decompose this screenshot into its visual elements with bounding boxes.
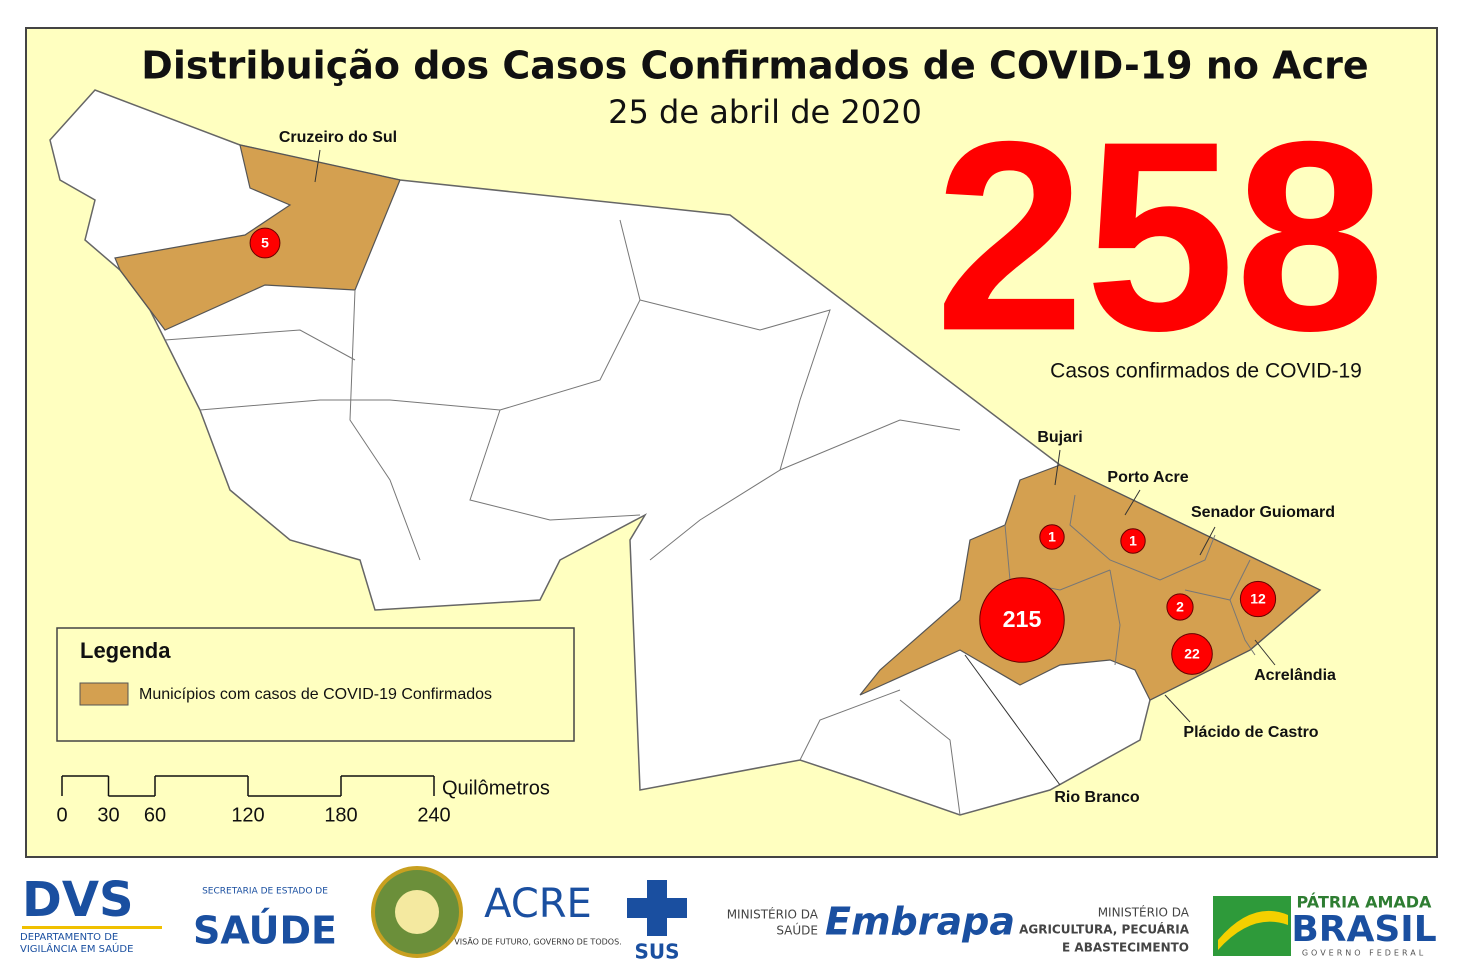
leader-line [1254, 639, 1276, 666]
municipality-name: Senador Guiomard [1191, 504, 1335, 521]
dvs-subtitle: DEPARTAMENTO DE VIGILÂNCIA EM SAÚDE [20, 932, 134, 955]
acre-name: ACRE [484, 881, 592, 927]
case-count: 12 [1250, 591, 1266, 607]
leader-line [964, 654, 1061, 786]
title: Distribuição dos Casos Confirmados de CO… [141, 44, 1368, 88]
ms-line1: MINISTÉRIO DA [727, 907, 819, 922]
embrapa-name: Embrapa [825, 900, 1015, 944]
dvs-bar [22, 926, 162, 929]
legend-swatch [79, 682, 129, 706]
case-circle [249, 227, 281, 259]
sus-cross [627, 880, 687, 936]
leader-line [1199, 526, 1216, 556]
leader-line [1164, 694, 1191, 723]
ms-line2: SAÚDE [776, 923, 818, 938]
mapa-line1: MINISTÉRIO DA [1098, 905, 1190, 920]
date: 25 de abril de 2020 [608, 93, 922, 131]
legend-title: Legenda [80, 638, 171, 663]
case-count: 22 [1184, 646, 1200, 662]
case-count: 215 [1003, 606, 1042, 632]
internal-borders [164, 219, 1256, 816]
case-circle [1120, 528, 1146, 554]
footer-logos: DVS DEPARTAMENTO DE VIGILÂNCIA EM SAÚDE … [20, 866, 1437, 964]
municipality-name: Plácido de Castro [1183, 724, 1318, 741]
scale-unit: Quilômetros [442, 777, 550, 799]
total-label: Casos confirmados de COVID-19 [1050, 360, 1362, 383]
leader-line [1054, 449, 1061, 486]
legend-box [56, 627, 575, 742]
municipality-name: Acrelândia [1254, 667, 1336, 684]
municipality-name: Bujari [1037, 429, 1082, 446]
case-circle [1039, 524, 1065, 550]
leader-line [1124, 489, 1141, 516]
scale-tick-label: 120 [231, 804, 264, 826]
leader-line [314, 149, 321, 183]
municipality-name: Cruzeiro do Sul [279, 129, 397, 146]
case-circle [1239, 580, 1277, 618]
dvs-logo: DVS [22, 872, 134, 928]
case-circle [1166, 593, 1194, 621]
case-count: 5 [261, 235, 269, 251]
legend-item: Municípios com casos de COVID-19 Confirm… [139, 686, 492, 703]
brasil-flag-stripe [1218, 910, 1288, 950]
scale-tick-label: 30 [97, 804, 119, 826]
municipality-name: Porto Acre [1107, 469, 1188, 486]
municipality-name: Rio Branco [1054, 789, 1140, 806]
dvs-sub-wrap: DEPARTAMENTO DE VIGILÂNCIA EM SAÚDE [20, 932, 134, 955]
mapa-line2: AGRICULTURA, PECUÁRIA [1019, 922, 1190, 937]
case-count: 1 [1129, 533, 1137, 549]
scale-tick-label: 0 [56, 804, 67, 826]
case-circle [979, 577, 1065, 663]
scale-tick-label: 180 [324, 804, 357, 826]
acre-slogan: VISÃO DE FUTURO, GOVERNO DE TODOS. [454, 937, 621, 947]
case-circle [1171, 633, 1213, 675]
total-cases: 258 [935, 86, 1385, 387]
ses-name: SAÚDE [193, 909, 337, 953]
case-count: 2 [1176, 599, 1184, 615]
scale-tick-label: 240 [417, 804, 450, 826]
brasil-bottom: GOVERNO FEDERAL [1302, 949, 1426, 958]
ses-top: SECRETARIA DE ESTADO DE [202, 887, 328, 897]
brasil-top: PÁTRIA AMADA [1297, 893, 1433, 912]
mapa-line3: E ABASTECIMENTO [1062, 941, 1189, 955]
sus-name: SUS [634, 940, 679, 964]
brasil-flag [1213, 896, 1291, 956]
brasil-name: BRASIL [1291, 909, 1436, 950]
municipalities: 5 Cruzeiro do Sul 1 Bujari 1 Porto Acre 215 Rio… [249, 129, 1336, 806]
case-count: 1 [1048, 529, 1056, 545]
acre-coat-center [395, 890, 439, 934]
scale-tick-label: 60 [144, 804, 166, 826]
scale-bar: 0 30 60 120 180 240 [56, 775, 451, 826]
